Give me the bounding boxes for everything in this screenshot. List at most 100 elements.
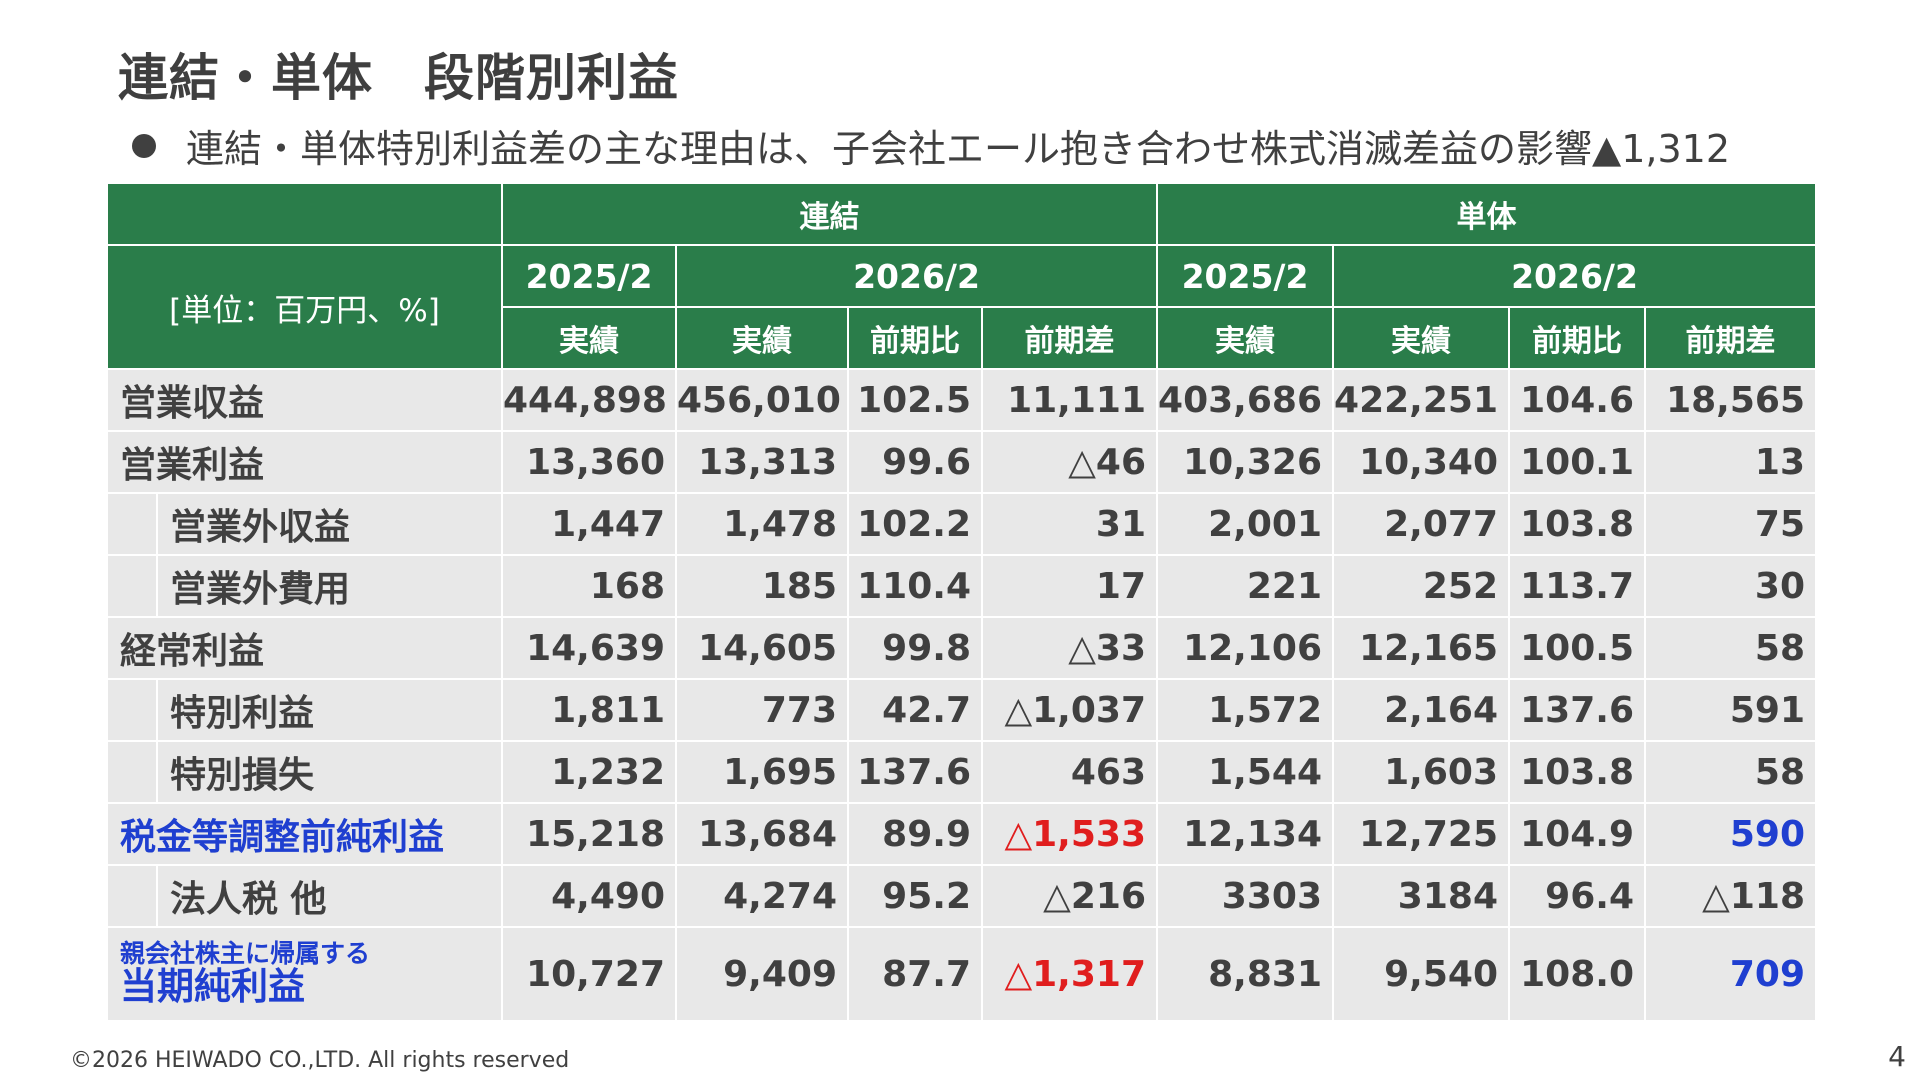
header-c-prev-period: 2025/2 [501, 244, 677, 308]
unit-label: [単位：百万円、%] [106, 244, 503, 370]
header-s-diff: 前期差 [1644, 306, 1817, 370]
page-number: 4 [1888, 1040, 1906, 1073]
standalone-prev-actual-cell: 10,326 [1156, 430, 1334, 494]
table-row: 営業外収益 1,447 1,478 102.2 31 2,001 2,077 103.8 75 [106, 492, 1817, 556]
standalone-curr-actual-cell: 252 [1332, 554, 1510, 618]
row-label-cell: 特別利益 [106, 678, 503, 742]
row-label: 特別利益 [170, 693, 315, 734]
consolidated-curr-actual-cell: 773 [675, 678, 849, 742]
consolidated-curr-actual-cell: 185 [675, 554, 849, 618]
row-label: 営業収益 [106, 368, 503, 432]
consolidated-yoy-ratio-cell: 89.9 [847, 802, 983, 866]
consolidated-yoy-ratio-cell: 137.6 [847, 740, 983, 804]
consolidated-yoy-diff-cell: △33 [981, 616, 1158, 680]
standalone-yoy-ratio-cell: 96.4 [1508, 864, 1646, 928]
consolidated-prev-actual-cell: 1,232 [501, 740, 677, 804]
standalone-curr-actual-cell: 2,164 [1332, 678, 1510, 742]
standalone-yoy-diff-cell: 30 [1644, 554, 1817, 618]
standalone-yoy-diff-cell: △118 [1644, 864, 1817, 928]
header-s-ratio: 前期比 [1508, 306, 1646, 370]
consolidated-yoy-ratio-cell: 99.8 [847, 616, 983, 680]
header-consolidated: 連結 [501, 182, 1158, 246]
consolidated-yoy-diff-cell: △1,533 [981, 802, 1158, 866]
standalone-yoy-ratio-cell: 100.1 [1508, 430, 1646, 494]
standalone-curr-actual-cell: 422,251 [1332, 368, 1510, 432]
consolidated-prev-actual-cell: 15,218 [501, 802, 677, 866]
consolidated-yoy-ratio-cell: 87.7 [847, 926, 983, 1022]
row-label-cell: 営業外費用 [106, 554, 503, 618]
consolidated-curr-actual-cell: 456,010 [675, 368, 849, 432]
standalone-prev-actual-cell: 403,686 [1156, 368, 1334, 432]
row-label: 経常利益 [106, 616, 503, 680]
consolidated-prev-actual-cell: 444,898 [501, 368, 677, 432]
header-standalone: 単体 [1156, 182, 1817, 246]
bullet-icon [132, 133, 156, 158]
indent-spacer [109, 495, 158, 553]
consolidated-prev-actual-cell: 10,727 [501, 926, 677, 1022]
header-c-curr-actual: 実績 [675, 306, 849, 370]
consolidated-curr-actual-cell: 9,409 [675, 926, 849, 1022]
standalone-prev-actual-cell: 221 [1156, 554, 1334, 618]
consolidated-prev-actual-cell: 13,360 [501, 430, 677, 494]
standalone-yoy-ratio-cell: 103.8 [1508, 740, 1646, 804]
standalone-curr-actual-cell: 9,540 [1332, 926, 1510, 1022]
header-corner [106, 182, 503, 246]
consolidated-yoy-ratio-cell: 99.6 [847, 430, 983, 494]
standalone-prev-actual-cell: 1,544 [1156, 740, 1334, 804]
table-row: 親会社株主に帰属する 当期純利益 10,727 9,409 87.7 △1,317 8,83… [106, 926, 1817, 1022]
standalone-prev-actual-cell: 12,134 [1156, 802, 1334, 866]
header-s-prev-actual: 実績 [1156, 306, 1334, 370]
standalone-yoy-diff-cell: 58 [1644, 740, 1817, 804]
standalone-yoy-diff-cell: 709 [1644, 926, 1817, 1022]
consolidated-curr-actual-cell: 1,695 [675, 740, 849, 804]
standalone-yoy-ratio-cell: 137.6 [1508, 678, 1646, 742]
consolidated-yoy-ratio-cell: 102.2 [847, 492, 983, 556]
row-label: 特別損失 [170, 755, 315, 796]
header-c-curr-period: 2026/2 [675, 244, 1158, 308]
standalone-yoy-ratio-cell: 113.7 [1508, 554, 1646, 618]
consolidated-yoy-ratio-cell: 95.2 [847, 864, 983, 928]
standalone-prev-actual-cell: 12,106 [1156, 616, 1334, 680]
header-c-prev-actual: 実績 [501, 306, 677, 370]
indent-spacer [109, 743, 158, 801]
standalone-curr-actual-cell: 3184 [1332, 864, 1510, 928]
row-label-cell: 法人税 他 [106, 864, 503, 928]
row-label: 営業利益 [106, 430, 503, 494]
table-row: 税金等調整前純利益 15,218 13,684 89.9 △1,533 12,134 12,… [106, 802, 1817, 866]
indent-spacer [109, 557, 158, 615]
header-c-ratio: 前期比 [847, 306, 983, 370]
standalone-prev-actual-cell: 2,001 [1156, 492, 1334, 556]
row-label-prefix: 親会社株主に帰属する [120, 939, 371, 969]
row-label: 税金等調整前純利益 [106, 802, 503, 866]
consolidated-prev-actual-cell: 4,490 [501, 864, 677, 928]
table-row: 法人税 他 4,490 4,274 95.2 △216 3303 3184 96.4 △118 [106, 864, 1817, 928]
standalone-prev-actual-cell: 8,831 [1156, 926, 1334, 1022]
standalone-yoy-diff-cell: 591 [1644, 678, 1817, 742]
standalone-curr-actual-cell: 12,165 [1332, 616, 1510, 680]
consolidated-yoy-diff-cell: 11,111 [981, 368, 1158, 432]
standalone-curr-actual-cell: 1,603 [1332, 740, 1510, 804]
consolidated-prev-actual-cell: 14,639 [501, 616, 677, 680]
standalone-curr-actual-cell: 12,725 [1332, 802, 1510, 866]
standalone-curr-actual-cell: 10,340 [1332, 430, 1510, 494]
consolidated-prev-actual-cell: 168 [501, 554, 677, 618]
consolidated-yoy-diff-cell: △1,317 [981, 926, 1158, 1022]
consolidated-curr-actual-cell: 13,313 [675, 430, 849, 494]
consolidated-yoy-diff-cell: 17 [981, 554, 1158, 618]
consolidated-yoy-diff-cell: △46 [981, 430, 1158, 494]
consolidated-curr-actual-cell: 4,274 [675, 864, 849, 928]
row-label: 当期純利益 [120, 964, 305, 1008]
consolidated-yoy-diff-cell: △1,037 [981, 678, 1158, 742]
header-s-curr-period: 2026/2 [1332, 244, 1817, 308]
header-s-prev-period: 2025/2 [1156, 244, 1334, 308]
table-row: 営業外費用 168 185 110.4 17 221 252 113.7 30 [106, 554, 1817, 618]
consolidated-yoy-diff-cell: 31 [981, 492, 1158, 556]
header-c-diff: 前期差 [981, 306, 1158, 370]
consolidated-yoy-ratio-cell: 110.4 [847, 554, 983, 618]
row-label: 法人税 他 [170, 879, 327, 920]
standalone-yoy-diff-cell: 590 [1644, 802, 1817, 866]
indent-spacer [109, 867, 158, 925]
standalone-yoy-ratio-cell: 108.0 [1508, 926, 1646, 1022]
standalone-yoy-ratio-cell: 103.8 [1508, 492, 1646, 556]
header-s-curr-actual: 実績 [1332, 306, 1510, 370]
